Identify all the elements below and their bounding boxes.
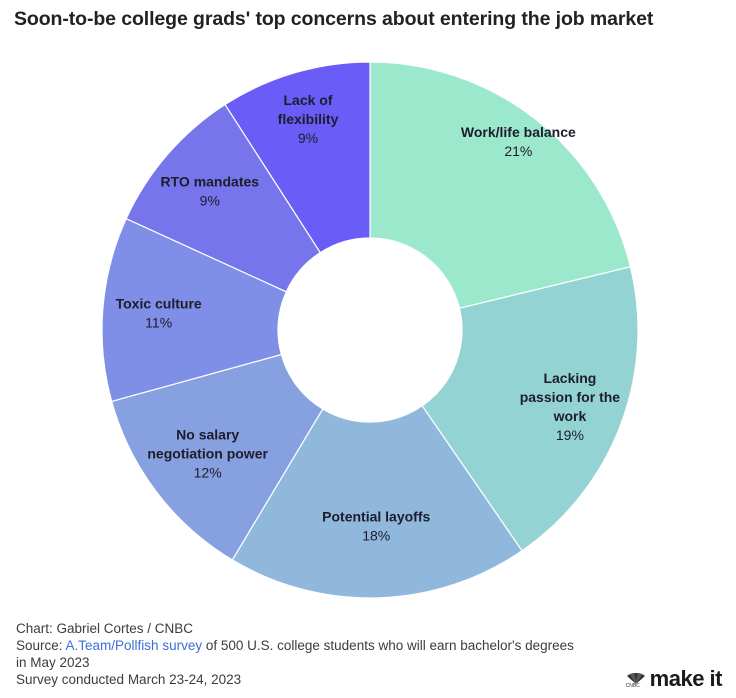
slice-no-salary-negotiation-power — [110, 353, 324, 561]
slice-value-label: 9% — [200, 193, 220, 209]
slice-lacking-passion-for-the-work — [421, 266, 639, 552]
chart-footer: Chart: Gabriel Cortes / CNBC Source: A.T… — [16, 620, 574, 688]
slice-label: Lacking passion for the work 19% — [520, 370, 621, 443]
source-line: Source: A.Team/Pollfish survey of 500 U.… — [16, 637, 574, 654]
cnbc-make-it-logo: CNBC make it — [625, 666, 723, 692]
slice-value-label: 12% — [194, 465, 222, 481]
slice-name-label: work — [553, 408, 587, 424]
source-description: of 500 U.S. college students who will ea… — [202, 638, 574, 653]
slice-lack-of-flexibility — [224, 61, 371, 254]
slice-value-label: 19% — [556, 427, 584, 443]
source-line-2: in May 2023 — [16, 655, 90, 670]
slice-value-label: 21% — [504, 143, 532, 159]
slice-name-label: Potential layoffs — [322, 508, 430, 524]
chart-credit: Chart: Gabriel Cortes / CNBC — [16, 621, 194, 636]
slice-name-label: Toxic culture — [116, 296, 202, 312]
slice-label: Potential layoffs 18% — [322, 508, 430, 543]
slice-toxic-culture — [101, 217, 288, 403]
survey-date: Survey conducted March 23-24, 2023 — [16, 672, 242, 687]
slice-value-label: 18% — [362, 527, 390, 543]
slice-label: Toxic culture 11% — [116, 296, 202, 331]
slice-label: Lack of flexibility 9% — [278, 92, 339, 146]
donut-chart: Work/life balance 21% Lacking passion for t… — [101, 61, 639, 599]
slice-value-label: 11% — [145, 315, 172, 331]
slice-label: Work/life balance 21% — [461, 124, 576, 159]
slice-work-life-balance — [369, 61, 632, 310]
slice-rto-mandates — [125, 103, 322, 293]
slice-potential-layoffs — [231, 404, 523, 599]
peacock-icon: CNBC — [625, 672, 647, 689]
slice-label: RTO mandates 9% — [161, 174, 260, 209]
slice-name-label: RTO mandates — [161, 174, 260, 190]
network-wordmark: CNBC — [625, 683, 640, 689]
slice-label: No salary negotiation power 12% — [147, 427, 268, 481]
make-it-wordmark: make it — [649, 666, 723, 691]
slice-name-label: negotiation power — [147, 446, 268, 462]
chart-title: Soon-to-be college grads' top concerns a… — [14, 8, 654, 30]
source-link[interactable]: A.Team/Pollfish survey — [65, 638, 203, 653]
slice-value-label: 9% — [298, 130, 318, 146]
slice-name-label: Lacking — [543, 370, 596, 386]
source-prefix: Source: — [16, 638, 66, 653]
slice-name-label: No salary — [176, 427, 239, 443]
slice-name-label: flexibility — [278, 111, 339, 127]
slice-name-label: Work/life balance — [461, 124, 576, 140]
slice-name-label: passion for the — [520, 389, 621, 405]
slice-name-label: Lack of — [284, 92, 333, 108]
